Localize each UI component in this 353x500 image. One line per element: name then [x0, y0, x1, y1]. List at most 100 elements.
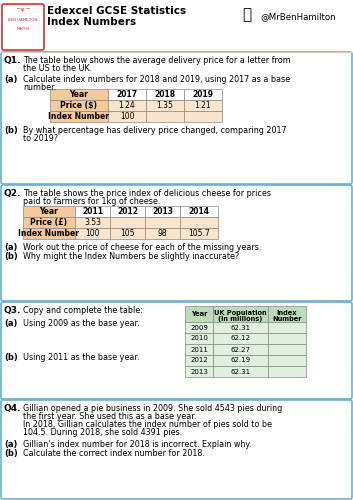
Text: Index: Index	[277, 310, 297, 316]
Bar	[185, 306, 213, 322]
Bar	[108, 100, 146, 111]
Bar	[185, 322, 213, 333]
Text: Q4.: Q4.	[4, 404, 22, 413]
Text: Q3.: Q3.	[4, 306, 22, 315]
Text: 100: 100	[120, 112, 134, 121]
Bar	[268, 322, 306, 333]
Text: 62.27: 62.27	[231, 346, 251, 352]
Text: Why might the Index Numbers be slightly inaccurate?: Why might the Index Numbers be slightly …	[23, 252, 239, 261]
Bar	[180, 206, 218, 217]
Text: number.: number.	[23, 83, 56, 92]
Text: MATHS: MATHS	[16, 27, 30, 31]
Text: 2013: 2013	[152, 207, 173, 216]
Bar	[145, 228, 180, 239]
Text: (a): (a)	[4, 440, 17, 449]
Bar	[50, 111, 108, 122]
Text: By what percentage has delivery price changed, comparing 2017: By what percentage has delivery price ch…	[23, 126, 287, 135]
Text: Calculate index numbers for 2018 and 2019, using 2017 as a base: Calculate index numbers for 2018 and 201…	[23, 75, 290, 84]
Text: The table shows the price index of delicious cheese for prices: The table shows the price index of delic…	[23, 189, 271, 198]
Text: (b): (b)	[4, 353, 18, 362]
Bar	[184, 111, 222, 122]
Text: Q2.: Q2.	[4, 189, 22, 198]
Text: 🐦: 🐦	[242, 8, 251, 22]
Text: 105: 105	[120, 229, 135, 238]
Text: ─ φ ─: ─ φ ─	[16, 8, 30, 12]
Text: 62.12: 62.12	[231, 336, 251, 342]
Bar	[75, 206, 110, 217]
Bar	[23, 206, 75, 217]
Bar	[146, 89, 184, 100]
Bar	[213, 355, 268, 366]
Bar	[146, 111, 184, 122]
Text: 1.21: 1.21	[195, 101, 211, 110]
Text: Year: Year	[40, 207, 59, 216]
Bar	[145, 217, 180, 228]
Bar	[110, 206, 145, 217]
Bar	[268, 333, 306, 344]
Text: 98: 98	[158, 229, 167, 238]
Text: 2012: 2012	[117, 207, 138, 216]
Text: BEN HAMILTON: BEN HAMILTON	[8, 18, 38, 22]
Text: 2010: 2010	[190, 336, 208, 342]
Text: Gillian’s index number for 2018 is incorrect. Explain why.: Gillian’s index number for 2018 is incor…	[23, 440, 251, 449]
Text: to 2019?: to 2019?	[23, 134, 58, 143]
Bar	[213, 333, 268, 344]
Bar	[108, 89, 146, 100]
Text: Year: Year	[70, 90, 89, 99]
Text: (a): (a)	[4, 319, 17, 328]
Text: Calculate the correct index number for 2018.: Calculate the correct index number for 2…	[23, 449, 205, 458]
Text: 2019: 2019	[192, 90, 214, 99]
Bar	[213, 322, 268, 333]
Text: The table below shows the average delivery price for a letter from: The table below shows the average delive…	[23, 56, 291, 65]
Bar	[110, 217, 145, 228]
Bar	[184, 89, 222, 100]
Text: 2018: 2018	[155, 90, 175, 99]
Bar	[50, 89, 108, 100]
Bar	[75, 217, 110, 228]
Text: Index Numbers: Index Numbers	[47, 17, 136, 27]
Text: Edexcel GCSE Statistics: Edexcel GCSE Statistics	[47, 6, 186, 16]
Text: 62.31: 62.31	[231, 324, 251, 330]
Bar	[213, 306, 268, 322]
Text: (a): (a)	[4, 75, 17, 84]
Text: 2011: 2011	[190, 346, 208, 352]
Bar	[145, 206, 180, 217]
Text: @MrBenHamilton: @MrBenHamilton	[260, 12, 336, 21]
Bar	[185, 366, 213, 377]
Text: 1.24: 1.24	[119, 101, 135, 110]
Text: Number: Number	[272, 316, 302, 322]
Text: the first year. She used this as a base year.: the first year. She used this as a base …	[23, 412, 196, 421]
Text: Q1.: Q1.	[4, 56, 22, 65]
Text: Year: Year	[191, 311, 207, 317]
Bar	[213, 366, 268, 377]
Bar	[213, 344, 268, 355]
Text: 1.35: 1.35	[157, 101, 173, 110]
Text: (b): (b)	[4, 449, 18, 458]
Text: 100: 100	[85, 229, 100, 238]
Text: 2011: 2011	[82, 207, 103, 216]
Text: paid to farmers for 1kg of cheese.: paid to farmers for 1kg of cheese.	[23, 197, 160, 206]
Bar	[23, 228, 75, 239]
Text: Using 2009 as the base year.: Using 2009 as the base year.	[23, 319, 140, 328]
Bar	[268, 344, 306, 355]
Text: (b): (b)	[4, 252, 18, 261]
Bar	[75, 228, 110, 239]
Text: (a): (a)	[4, 243, 17, 252]
Bar	[185, 344, 213, 355]
Text: Copy and complete the table:: Copy and complete the table:	[23, 306, 143, 315]
Text: 62.19: 62.19	[231, 358, 251, 364]
Text: Index Number: Index Number	[18, 229, 79, 238]
Text: 105.7: 105.7	[188, 229, 210, 238]
Bar	[268, 355, 306, 366]
Text: 104.5. During 2018, she sold 4391 pies.: 104.5. During 2018, she sold 4391 pies.	[23, 428, 182, 437]
Text: 62.31: 62.31	[231, 368, 251, 374]
Text: (b): (b)	[4, 126, 18, 135]
Text: 3.53: 3.53	[84, 218, 101, 227]
Text: Using 2011 as the base year.: Using 2011 as the base year.	[23, 353, 139, 362]
Text: (in millions): (in millions)	[218, 316, 263, 322]
Text: Price (£): Price (£)	[30, 218, 67, 227]
Bar	[184, 100, 222, 111]
Text: 2013: 2013	[190, 368, 208, 374]
Bar	[108, 111, 146, 122]
Text: Gillian opened a pie business in 2009. She sold 4543 pies during: Gillian opened a pie business in 2009. S…	[23, 404, 282, 413]
